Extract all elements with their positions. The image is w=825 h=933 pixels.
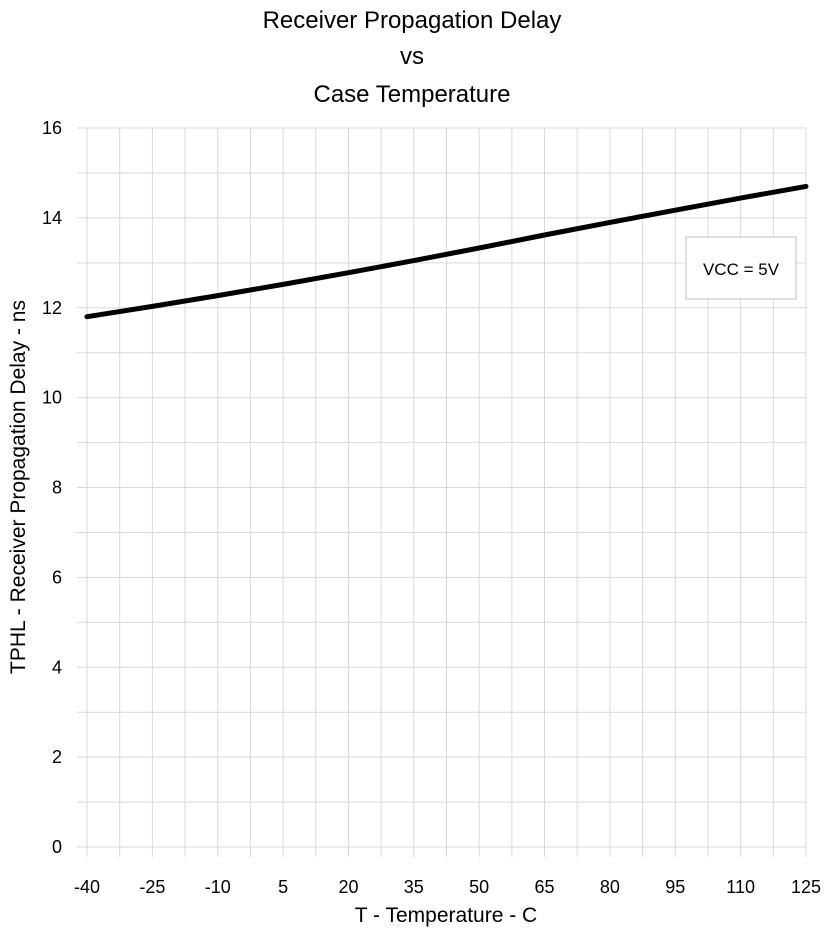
annotation-text: VCC = 5V xyxy=(703,260,780,279)
x-tick-labels: -40 -25 -10 5 20 35 50 65 80 95 110 125 xyxy=(74,877,821,897)
x-tick-label: -40 xyxy=(74,877,100,897)
x-tick-label: -10 xyxy=(205,877,231,897)
x-tick-label: -25 xyxy=(139,877,165,897)
x-tick-label: 110 xyxy=(726,877,755,897)
x-tick-label: 5 xyxy=(278,877,288,897)
y-tick-label: 10 xyxy=(42,388,62,408)
chart-title-line-2: vs xyxy=(400,43,424,70)
x-tick-label: 50 xyxy=(469,877,489,897)
chart-title-line-1: Receiver Propagation Delay xyxy=(263,7,562,34)
x-tick-label: 20 xyxy=(338,877,358,897)
y-tick-label: 0 xyxy=(52,837,62,857)
x-axis-label: T - Temperature - C xyxy=(355,904,537,927)
grid xyxy=(77,127,807,857)
x-tick-label: 35 xyxy=(404,877,424,897)
series-line xyxy=(84,183,809,320)
x-tick-label: 95 xyxy=(665,877,685,897)
x-tick-label: 65 xyxy=(535,877,555,897)
y-tick-label: 16 xyxy=(42,118,62,138)
chart-title-line-3: Case Temperature xyxy=(314,81,511,108)
y-tick-labels: 0 2 4 6 8 10 12 14 16 xyxy=(42,118,62,857)
x-tick-label: 125 xyxy=(791,877,821,897)
y-tick-label: 8 xyxy=(52,478,62,498)
y-tick-label: 14 xyxy=(42,208,62,228)
y-tick-label: 2 xyxy=(52,747,62,767)
y-axis-label: TPHL - Receiver Propagation Delay - ns xyxy=(7,300,30,674)
y-tick-label: 4 xyxy=(52,657,62,677)
x-tick-label: 80 xyxy=(600,877,620,897)
y-tick-label: 6 xyxy=(52,567,62,587)
annotation-box xyxy=(685,236,797,300)
series-layer xyxy=(84,183,809,320)
y-tick-label: 12 xyxy=(42,298,62,318)
